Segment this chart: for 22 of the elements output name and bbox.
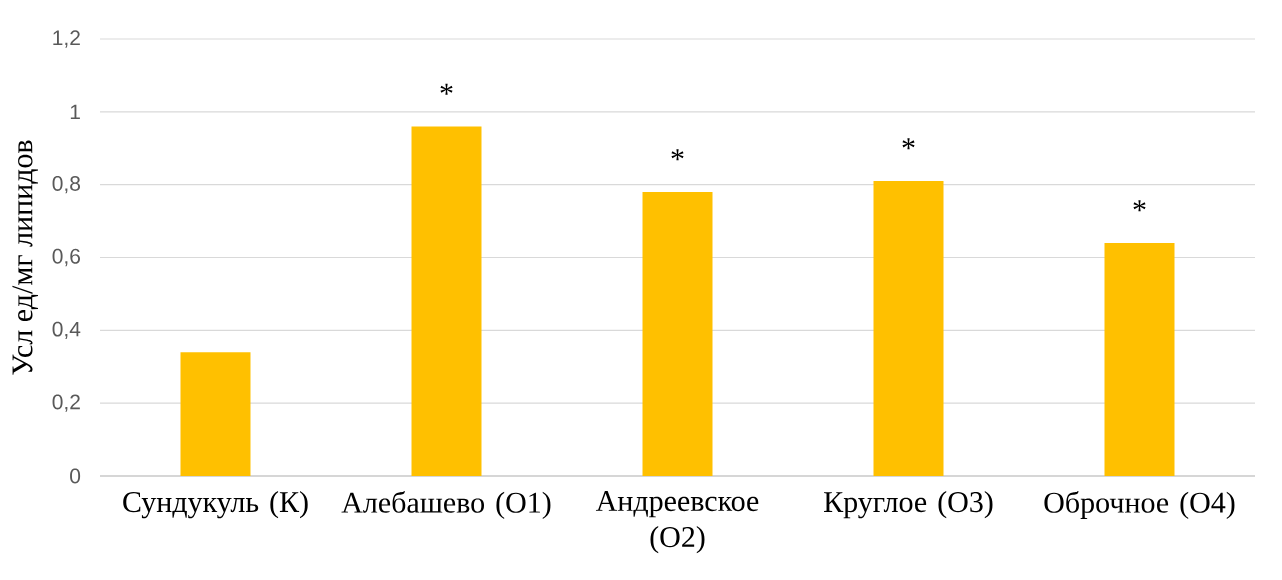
x-tick-label: Оброчное (О4) xyxy=(1044,491,1235,519)
y-tick-label: 0,8 xyxy=(52,176,81,194)
x-tick-label: Алебашево (О1) xyxy=(341,491,551,519)
y-tick-label: 1,2 xyxy=(53,30,80,48)
y-tick-label: 0 xyxy=(70,468,81,484)
bar xyxy=(873,181,944,476)
annotation: * xyxy=(440,83,453,95)
annotation: * xyxy=(1133,200,1146,212)
y-tick-label: 0,2 xyxy=(52,394,80,412)
annotation: * xyxy=(671,149,684,161)
bar xyxy=(642,191,713,476)
y-tick-label: 0,6 xyxy=(52,248,81,267)
bar xyxy=(411,126,482,476)
x-tick-label: Андреевское (О2) xyxy=(595,491,759,554)
bar xyxy=(180,352,251,476)
y-axis-title: Усл ед/мг липидов xyxy=(12,140,39,375)
annotation: * xyxy=(902,138,915,150)
x-tick-label: Сундукуль (К) xyxy=(123,491,308,519)
bar xyxy=(1104,242,1175,476)
y-tick-label: 1 xyxy=(70,104,80,120)
y-tick-label: 0,4 xyxy=(52,321,81,340)
x-tick-label: Круглое (О3) xyxy=(824,491,993,519)
